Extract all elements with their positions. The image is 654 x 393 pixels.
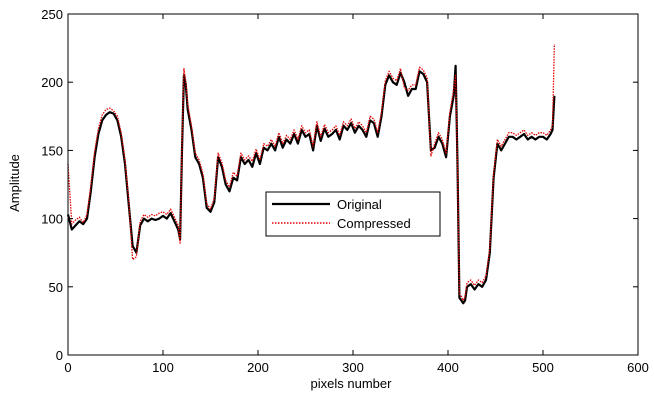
x-tick-label: 400 [437, 360, 459, 375]
series-layer [66, 43, 556, 305]
legend: Original Compressed [265, 191, 441, 237]
y-tick-label: 250 [41, 7, 63, 22]
legend-box [265, 191, 441, 237]
x-axis-label: pixels number [311, 376, 393, 391]
x-tick-label: 100 [152, 360, 174, 375]
y-tick-label: 50 [49, 280, 63, 295]
y-tick-label: 150 [41, 143, 63, 158]
y-tick-label: 200 [41, 75, 63, 90]
y-tick-label: 100 [41, 212, 63, 227]
legend-label-compressed: Compressed [337, 216, 411, 231]
x-tick-label: 0 [64, 360, 71, 375]
x-tick-label: 300 [342, 360, 364, 375]
y-axis-label: Amplitude [7, 154, 22, 212]
legend-label-original: Original [337, 197, 382, 212]
y-tick-label: 0 [56, 348, 63, 363]
x-tick-label: 500 [532, 360, 554, 375]
x-tick-label: 200 [247, 360, 269, 375]
axes-layer: 0 100 200 300 400 500 600 0 50 100 150 200 250 [41, 7, 649, 375]
x-tick-label: 600 [627, 360, 649, 375]
